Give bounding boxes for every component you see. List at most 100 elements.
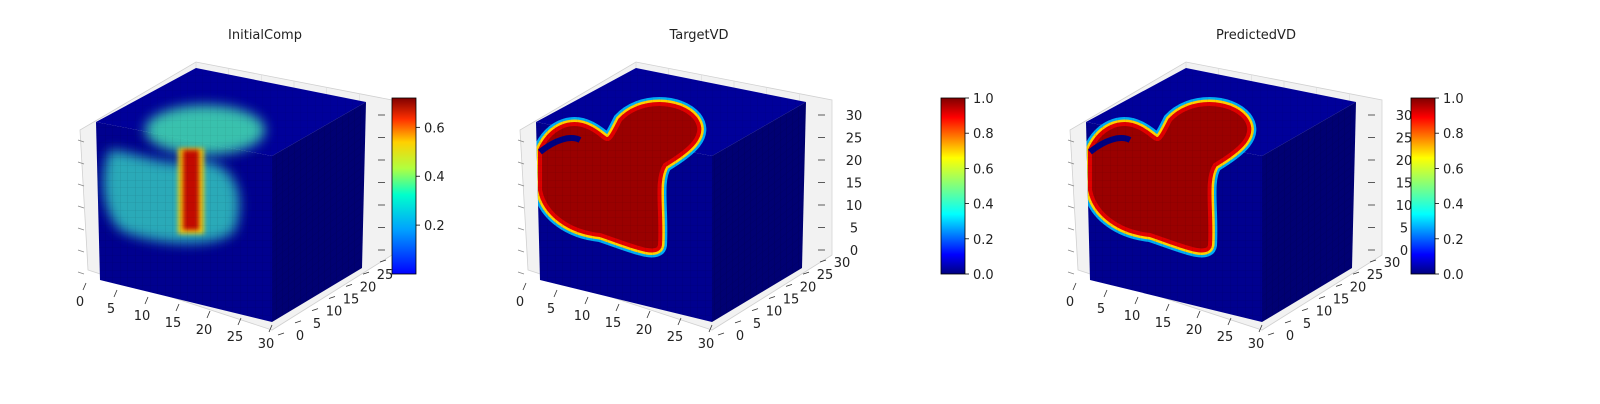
colorbar-tick-label: 0.6 [424, 121, 445, 136]
x-tick [1258, 324, 1263, 333]
y-tick-label: 10 [766, 305, 783, 320]
panel-title: InitialComp [228, 28, 302, 43]
x-tick-label: 20 [1186, 323, 1203, 338]
y-tick [785, 283, 793, 287]
left-axis-tick [517, 271, 525, 275]
x-tick-label: 5 [547, 302, 555, 317]
colorbar-tick-label: 0.6 [1443, 162, 1464, 177]
y-tick-label: 10 [1316, 305, 1333, 320]
x-tick-label: 15 [605, 316, 622, 331]
x-tick [677, 317, 682, 326]
x-tick [206, 310, 211, 319]
y-tick [1352, 271, 1360, 275]
x-tick [1227, 317, 1232, 326]
x-tick-label: 0 [516, 295, 524, 310]
y-tick-label: 25 [817, 268, 834, 283]
left-axis-tick [77, 249, 85, 253]
cube-top-grid [96, 68, 366, 156]
z-tick-label: 0 [1400, 244, 1408, 259]
left-axis-tick [1067, 249, 1075, 253]
y-tick [311, 308, 319, 312]
colorbar-tick-label: 0.0 [1443, 268, 1464, 283]
cube-side-grid [1262, 102, 1356, 322]
y-tick [362, 271, 370, 275]
x-tick-label: 20 [196, 323, 213, 338]
left-axis-tick [77, 271, 85, 275]
x-tick [708, 324, 713, 333]
panel-title: PredictedVD [1216, 28, 1296, 43]
y-tick-label: 10 [326, 305, 343, 320]
x-tick [522, 282, 527, 291]
cube-side-grid [712, 102, 806, 322]
z-tick-label: 5 [850, 222, 858, 237]
y-tick [802, 271, 810, 275]
y-tick [734, 320, 742, 324]
panel-1: InitialComp0510152025300510152025300.20.… [76, 28, 445, 352]
colorbar-tick-label: 0.4 [1443, 198, 1464, 213]
y-tick [277, 332, 285, 336]
colorbar-tick-label: 0.4 [973, 198, 994, 213]
colorbar-tick-label: 0.2 [1443, 233, 1464, 248]
x-tick-label: 25 [667, 330, 684, 345]
x-tick-label: 15 [1155, 316, 1172, 331]
left-axis-tick [1067, 205, 1075, 209]
x-tick-label: 15 [165, 316, 182, 331]
x-tick-label: 10 [1124, 309, 1141, 324]
x-tick [615, 303, 620, 312]
y-tick [1318, 296, 1326, 299]
x-tick [1165, 303, 1170, 312]
x-tick-label: 10 [134, 309, 151, 324]
left-axis-tick [77, 161, 85, 165]
left-axis-tick [1067, 227, 1075, 231]
x-tick [268, 324, 273, 333]
colorbar [391, 97, 417, 275]
left-axis-tick [517, 205, 525, 209]
y-tick [717, 332, 725, 336]
z-tick-label: 15 [1396, 177, 1413, 192]
x-tick [237, 317, 242, 326]
left-axis-tick [77, 183, 85, 187]
y-tick-label: 5 [1303, 317, 1311, 332]
z-tick-label: 5 [1400, 222, 1408, 237]
x-tick [1196, 310, 1201, 319]
x-tick-label: 5 [1097, 302, 1105, 317]
z-tick-label: 25 [846, 132, 863, 147]
y-tick-label: 30 [1384, 256, 1401, 271]
left-axis-tick [517, 183, 525, 187]
colorbar-tick-label: 1.0 [973, 92, 994, 107]
y-tick-label: 20 [800, 280, 817, 295]
colorbar-tick-label: 0.8 [1443, 127, 1464, 142]
y-tick-label: 25 [377, 268, 394, 283]
left-axis-tick [517, 249, 525, 253]
y-tick [345, 283, 353, 287]
left-axis-tick [77, 139, 85, 143]
x-tick-label: 0 [76, 295, 84, 310]
cube-top-grid [536, 68, 806, 156]
colorbar [940, 97, 966, 275]
left-axis-tick [1067, 161, 1075, 165]
z-tick-label: 20 [846, 154, 863, 169]
y-tick-label: 15 [1333, 293, 1350, 308]
x-tick [584, 296, 589, 305]
x-tick-label: 20 [636, 323, 653, 338]
z-tick-label: 30 [1396, 109, 1413, 124]
y-tick-label: 30 [834, 256, 851, 271]
cube-front-grid [1086, 122, 1262, 322]
z-tick-label: 15 [846, 177, 863, 192]
x-tick-label: 25 [227, 330, 244, 345]
y-tick [1369, 259, 1377, 263]
x-tick [144, 296, 149, 305]
left-axis-tick [77, 205, 85, 209]
cube-front-grid [536, 122, 712, 322]
cube-front-grid [96, 122, 272, 322]
x-tick-label: 5 [107, 302, 115, 317]
x-tick [646, 310, 651, 319]
z-tick-label: 10 [846, 199, 863, 214]
y-tick [1301, 308, 1309, 312]
y-tick [328, 296, 336, 299]
y-tick [768, 296, 776, 299]
x-tick-label: 25 [1217, 330, 1234, 345]
